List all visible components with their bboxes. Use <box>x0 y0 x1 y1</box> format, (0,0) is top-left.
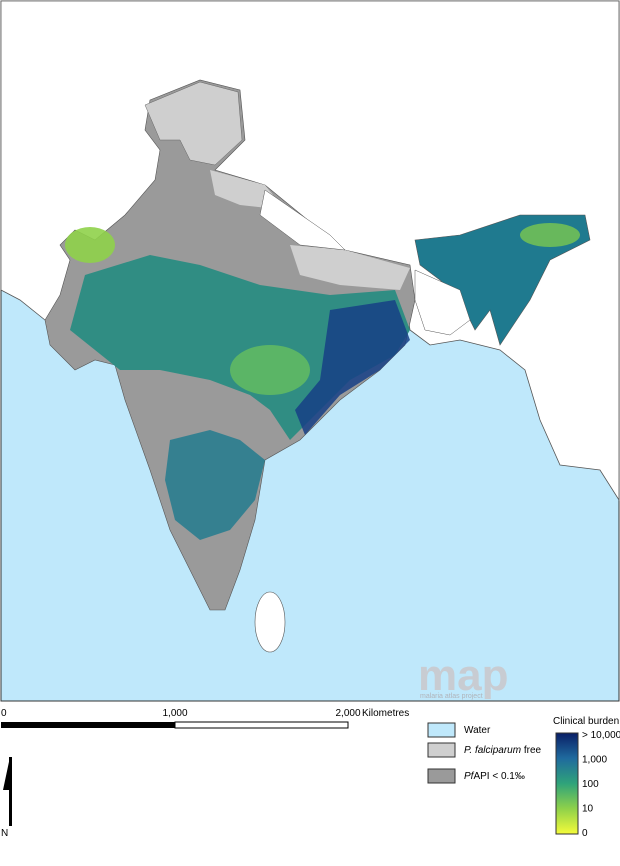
north-arrow: N <box>1 757 12 839</box>
scale-segment <box>1 722 175 728</box>
burden-east <box>295 300 410 435</box>
nepal <box>259 189 346 251</box>
pf-free-north <box>144 81 243 166</box>
sri-lanka <box>254 591 286 653</box>
legend-swatch <box>427 768 456 784</box>
legend-swatch <box>427 722 456 738</box>
legend-text: API < 0.1‰ <box>473 771 524 782</box>
colorbar-gradient <box>555 732 579 835</box>
scale-label: 1,000 <box>162 708 187 719</box>
colorbar-label: > 10,000 <box>582 730 620 741</box>
scale-label: 0 <box>1 708 7 719</box>
legend-label: Water <box>464 725 491 736</box>
legend-text: free <box>524 745 542 756</box>
legend-italic: Pf <box>464 771 475 782</box>
scale-bar: 0 1,000 2,000 Kilometres <box>1 708 409 729</box>
colorbar-label: 1,000 <box>582 755 607 766</box>
north-label: N <box>1 828 8 839</box>
legend: Water P. falciparum free PfAPI < 0.1‰ <box>427 722 542 784</box>
scale-unit: Kilometres <box>362 708 409 719</box>
logo-title: map <box>418 651 508 700</box>
legend-italic: P. falciparum <box>464 745 521 756</box>
legend-label: P. falciparum free <box>464 745 542 756</box>
colorbar-label: 10 <box>582 804 594 815</box>
colorbar-label: 100 <box>582 779 599 790</box>
scale-segment <box>174 721 349 729</box>
legend-swatch <box>427 742 456 758</box>
burden-ne-patch <box>520 223 580 247</box>
logo-subtitle: malaria atlas project <box>420 693 483 700</box>
colorbar-label: 0 <box>582 828 588 839</box>
map-frame: map malaria atlas project <box>0 0 620 702</box>
scale-label: 2,000 <box>335 708 360 719</box>
colorbar-title: Clinical burden <box>553 716 619 727</box>
bangladesh <box>414 269 471 336</box>
burden-south <box>165 430 265 540</box>
burden-low-patch <box>230 345 310 395</box>
north-arrow-head <box>3 757 10 790</box>
legend-label: PfAPI < 0.1‰ <box>464 771 525 782</box>
burden-west-patch <box>65 227 115 263</box>
pf-free-ganges <box>290 245 410 290</box>
